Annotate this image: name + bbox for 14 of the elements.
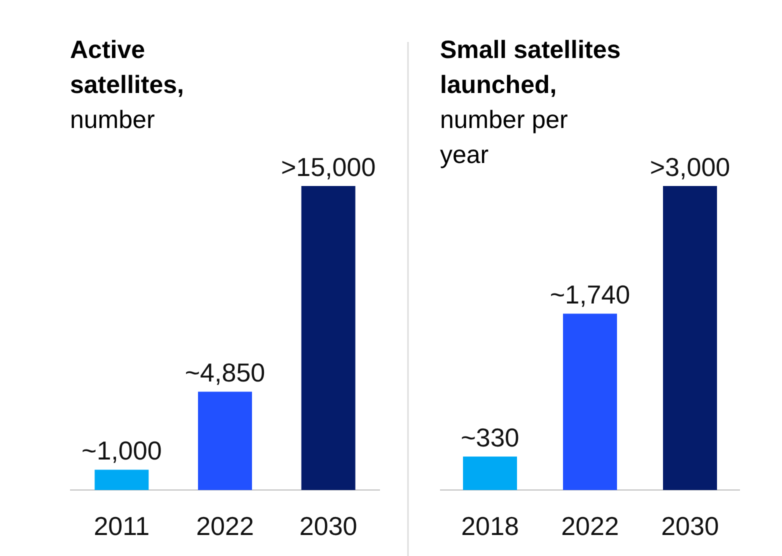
data-label: ~4,850	[184, 358, 266, 388]
data-label: ~330	[460, 422, 520, 453]
x-tick-label: 2011	[94, 511, 150, 541]
chart-subtitle: number per year	[440, 106, 568, 169]
x-tick-label: 2022	[196, 511, 254, 541]
x-tick-label: 2022	[561, 511, 619, 541]
x-tick-label: 2030	[299, 511, 358, 541]
chart-subtitle: number	[70, 106, 155, 134]
x-tick-label: 2018	[461, 511, 519, 541]
data-label: ~1,740	[550, 280, 630, 310]
x-tick-label: 2030	[661, 511, 719, 541]
data-label: >3,000	[650, 152, 730, 182]
data-label: >15,000	[280, 152, 376, 182]
data-label: ~1,000	[82, 436, 162, 466]
